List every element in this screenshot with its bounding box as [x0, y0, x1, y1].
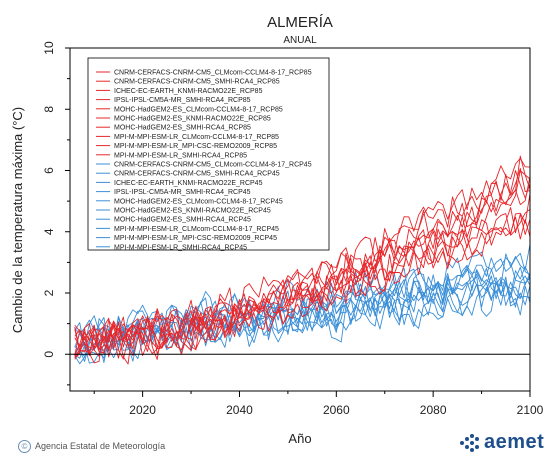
chart-subtitle: ANUAL — [283, 35, 317, 46]
x-axis: 2020 2040 2060 2080 2100 — [93, 391, 544, 417]
y-tick-label: 0 — [42, 351, 56, 358]
y-tick-label: 4 — [42, 228, 56, 235]
x-axis-label: Año — [288, 431, 311, 446]
x-tick-label: 2080 — [420, 403, 447, 417]
y-tick-label: 2 — [42, 289, 56, 296]
legend-label: IPSL-IPSL-CM5A-MR_SMHI-RCA4_RCP85 — [114, 97, 251, 104]
series-line — [74, 193, 531, 365]
legend-label: MPI-M-MPI-ESM-LR_SMHI-RCA4_RCP85 — [114, 152, 247, 159]
aemet-emblem-icon — [460, 433, 479, 452]
x-tick-label: 2020 — [129, 403, 156, 417]
series-line — [74, 208, 531, 359]
plot-frame — [69, 47, 531, 392]
series-line — [74, 273, 531, 363]
legend-label: MPI-M-MPI-ESM-LR_CLMcom-CCLM4-8-17_RCP45 — [114, 226, 279, 233]
legend-label: MPI-M-MPI-ESM-LR_MPI-CSC-REMO2009_RCP85 — [114, 143, 277, 150]
series-layer — [74, 155, 531, 365]
chart-title: ALMERÍA — [267, 14, 333, 31]
y-tick-label: 8 — [42, 106, 56, 113]
footer-credit: © Agencia Estatal de Meteorología — [18, 440, 165, 453]
y-axis: 0 2 4 6 8 10 — [42, 41, 70, 386]
legend-label: MOHC-HadGEM2-ES_SMHI-RCA4_RCP85 — [114, 125, 251, 132]
series-line — [74, 170, 531, 360]
legend-label: MPI-M-MPI-ESM-LR_MPI-CSC-REMO2009_RCP45 — [114, 235, 277, 242]
series-line — [74, 207, 531, 354]
y-tick-label: 10 — [42, 41, 56, 55]
legend-label: MOHC-HadGEM2-ES_SMHI-RCA4_RCP45 — [114, 217, 251, 224]
aemet-logo: aemet — [458, 431, 544, 454]
copyright-icon: © — [18, 440, 31, 453]
legend-label: ICHEC-EC-EARTH_KNMI-RACMO22E_RCP45 — [114, 180, 263, 187]
y-axis-label: Cambio de la temperatura máxima (°C) — [10, 107, 25, 333]
legend-label: MOHC-HadGEM2-ES_KNMI-RACMO22E_RCP85 — [114, 116, 271, 123]
legend: CNRM-CERFACS-CNRM-CM5_CLMcom-CCLM4-8-17_… — [87, 57, 330, 251]
x-tick-label: 2100 — [517, 403, 544, 417]
series-line — [74, 167, 531, 355]
legend-box — [87, 57, 330, 251]
credit-text: Agencia Estatal de Meteorología — [35, 440, 166, 451]
legend-label: CNRM-CERFACS-CNRM-CM5_SMHI-RCA4_RCP45 — [114, 171, 280, 178]
x-tick-label: 2060 — [323, 403, 350, 417]
legend-label: MPI-M-MPI-ESM-LR_SMHI-RCA4_RCP45 — [114, 244, 247, 251]
series-line — [74, 216, 531, 364]
legend-label: MOHC-HadGEM2-ES_KNMI-RACMO22E_RCP45 — [114, 208, 271, 215]
logo-text: aemet — [484, 431, 545, 453]
legend-label: CNRM-CERFACS-CNRM-CM5_CLMcom-CCLM4-8-17_… — [114, 162, 312, 169]
series-line — [74, 281, 531, 359]
legend-label: ICHEC-EC-EARTH_KNMI-RACMO22E_RCP85 — [114, 88, 263, 95]
legend-label: MPI-M-MPI-ESM-LR_CLMcom-CCLM4-8-17_RCP85 — [114, 134, 279, 141]
legend-label: CNRM-CERFACS-CNRM-CM5_CLMcom-CCLM4-8-17_… — [114, 70, 312, 77]
legend-items: CNRM-CERFACS-CNRM-CM5_CLMcom-CCLM4-8-17_… — [96, 70, 312, 251]
legend-label: CNRM-CERFACS-CNRM-CM5_SMHI-RCA4_RCP85 — [114, 79, 280, 86]
legend-label: MOHC-HadGEM2-ES_CLMcom-CCLM4-8-17_RCP85 — [114, 106, 283, 113]
legend-label: IPSL-IPSL-CM5A-MR_SMHI-RCA4_RCP45 — [114, 189, 251, 196]
x-tick-label: 2040 — [226, 403, 253, 417]
legend-label: MOHC-HadGEM2-ES_CLMcom-CCLM4-8-17_RCP45 — [114, 198, 283, 205]
y-tick-label: 6 — [42, 167, 56, 174]
